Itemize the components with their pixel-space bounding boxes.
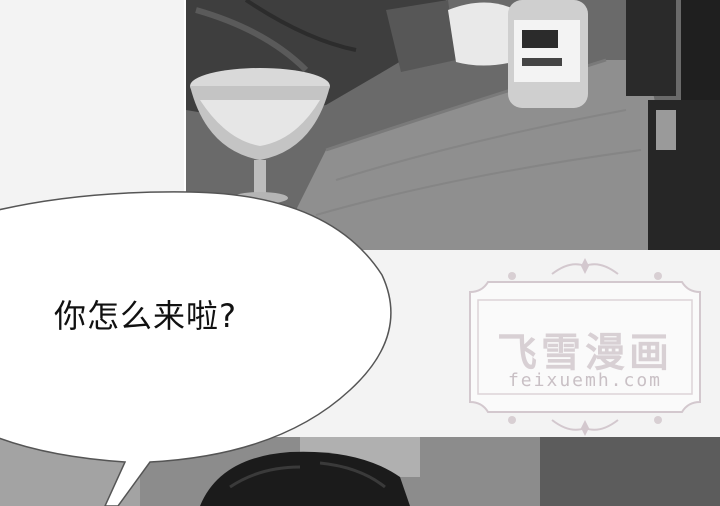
dialogue-text: 你怎么来啦? <box>54 297 237 335</box>
comic-panel-bar-scene <box>184 0 720 250</box>
watermark-frame-ornament <box>469 258 701 436</box>
bar-scene-illustration <box>186 0 720 250</box>
watermark-title: 飞雪漫画 <box>497 330 673 376</box>
comic-panel-character <box>0 437 720 506</box>
watermark-url: feixuemh.com <box>507 370 663 391</box>
character-illustration <box>0 437 720 506</box>
watermark-badge: 飞雪漫画 feixuemh.com <box>452 256 718 438</box>
